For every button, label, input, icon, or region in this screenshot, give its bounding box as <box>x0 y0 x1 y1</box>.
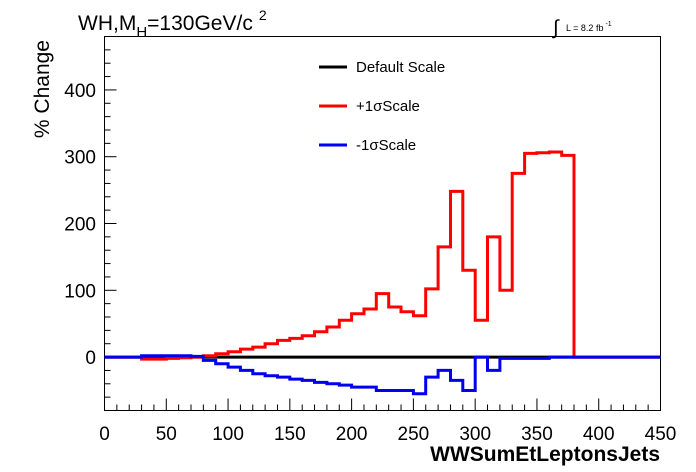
x-tick-label: 300 <box>459 424 491 445</box>
y-axis-label: % Change <box>31 40 54 138</box>
chart-title-rest: =130GeV/c <box>147 12 253 35</box>
chart-title-main: WH,M <box>78 12 136 35</box>
legend: Default Scale +1σScale -1σScale <box>319 59 445 154</box>
luminosity-superscript: -1 <box>605 21 611 28</box>
x-tick-label: 200 <box>336 424 368 445</box>
y-tick-label: 100 <box>64 281 96 302</box>
chart-title-subscript: H <box>136 24 147 41</box>
series-line-2 <box>104 354 661 396</box>
chart-title-superscript: 2 <box>259 7 267 23</box>
x-axis-label: WWSumEtLeptonsJets <box>430 443 660 466</box>
x-tick-label: 0 <box>99 424 110 445</box>
chart-title: WH,MH=130GeV/c 2 <box>78 7 267 41</box>
series-line-1 <box>104 150 661 361</box>
y-tick-label: 300 <box>64 148 96 169</box>
legend-label: -1σScale <box>356 137 416 154</box>
y-tick-label: 400 <box>64 81 96 102</box>
legend-label: +1σScale <box>356 98 420 115</box>
y-axis: 0 100 200 300 400 <box>64 36 117 411</box>
x-tick-label: 450 <box>645 424 677 445</box>
integral-sign: ∫ <box>552 17 560 39</box>
x-tick-label: 50 <box>156 424 177 445</box>
x-tick-label: 400 <box>583 424 615 445</box>
x-tick-label: 250 <box>398 424 430 445</box>
luminosity-annotation: ∫ L = 8.2 fb -1 <box>552 17 612 39</box>
series-layer <box>104 150 661 396</box>
x-tick-label: 150 <box>274 424 306 445</box>
x-tick-label: 100 <box>212 424 244 445</box>
luminosity-label: L = 8.2 fb -1 <box>566 21 612 33</box>
legend-label: Default Scale <box>356 59 445 76</box>
y-tick-label: 200 <box>64 215 96 236</box>
y-tick-label: 0 <box>85 348 96 369</box>
luminosity-value: L = 8.2 fb <box>566 23 603 33</box>
x-axis: 0 50 100 150 200 250 300 350 400 450 <box>99 398 677 445</box>
x-tick-label: 350 <box>521 424 553 445</box>
